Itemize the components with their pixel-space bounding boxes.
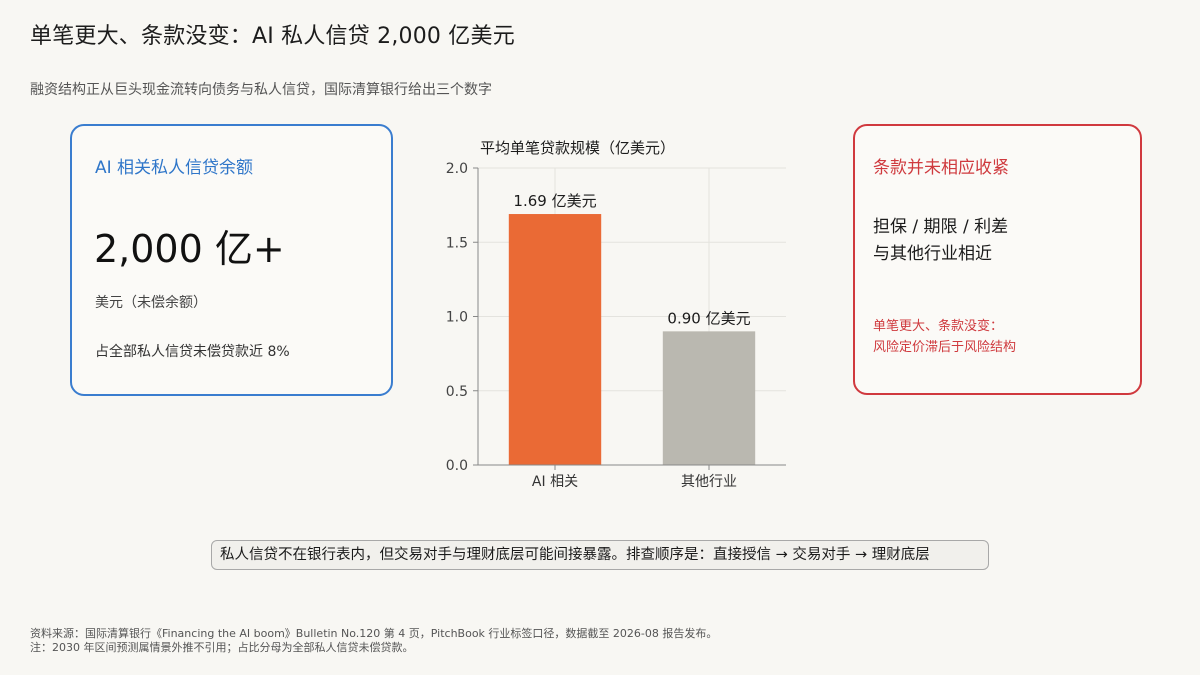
x-tick-label: AI 相关 xyxy=(532,474,578,490)
bar-data-label: 0.90 亿美元 xyxy=(667,309,750,327)
footer-source: 资料来源：国际清算银行《Financing the AI boom》Bullet… xyxy=(30,627,718,640)
page-subtitle: 融资结构正从巨头现金流转向债务与私人信贷，国际清算银行给出三个数字 xyxy=(30,82,492,98)
terms-note-line-2: 风险定价滞后于风险结构 xyxy=(873,340,1017,355)
balance-big-number: 2,000 亿+ xyxy=(94,227,285,271)
chart-axes: 0.0 0.5 1.0 1.5 2.0 AI 相关 其他行业 xyxy=(446,161,786,490)
chart-bars: 1.69 亿美元 0.90 亿美元 xyxy=(508,192,756,465)
y-tick-label: 1.0 xyxy=(446,310,468,326)
terms-note-line-1: 单笔更大、条款没变： xyxy=(873,319,1004,334)
bar-ai xyxy=(508,214,602,465)
private-credit-balance-card: AI 相关私人信贷余额 2,000 亿+ 美元（未偿余额） 占全部私人信贷未偿贷… xyxy=(70,124,393,396)
y-tick-label: 1.5 xyxy=(446,235,468,251)
exposure-callout: 私人信贷不在银行表内，但交易对手与理财底层可能间接暴露。排查顺序是：直接授信 →… xyxy=(211,540,989,570)
terms-card: 条款并未相应收紧 担保 / 期限 / 利差 与其他行业相近 单笔更大、条款没变：… xyxy=(853,124,1142,395)
balance-share: 占全部私人信贷未偿贷款近 8% xyxy=(95,344,290,360)
y-tick-label: 2.0 xyxy=(446,161,468,177)
balance-unit: 美元（未偿余额） xyxy=(95,295,207,311)
terms-line-2: 与其他行业相近 xyxy=(873,244,992,264)
terms-line-1: 担保 / 期限 / 利差 xyxy=(873,217,1009,237)
y-tick-label: 0.5 xyxy=(446,384,468,400)
terms-card-heading: 条款并未相应收紧 xyxy=(873,158,1009,178)
bar-data-label: 1.69 亿美元 xyxy=(513,192,596,210)
x-tick-label: 其他行业 xyxy=(681,474,737,490)
chart-title: 平均单笔贷款规模（亿美元） xyxy=(480,139,675,157)
y-tick-label: 0.0 xyxy=(446,458,468,474)
balance-card-heading: AI 相关私人信贷余额 xyxy=(95,158,254,178)
loan-size-bar-chart: 平均单笔贷款规模（亿美元） 1.69 亿美元 0.90 亿美元 0.0 0.5 1.0… xyxy=(446,139,786,490)
page-title: 单笔更大、条款没变：AI 私人信贷 2,000 亿美元 xyxy=(30,24,515,49)
footer-note: 注：2030 年区间预测属情景外推不引用；占比分母为全部私人信贷未偿贷款。 xyxy=(30,641,414,654)
bar-other xyxy=(662,331,756,465)
